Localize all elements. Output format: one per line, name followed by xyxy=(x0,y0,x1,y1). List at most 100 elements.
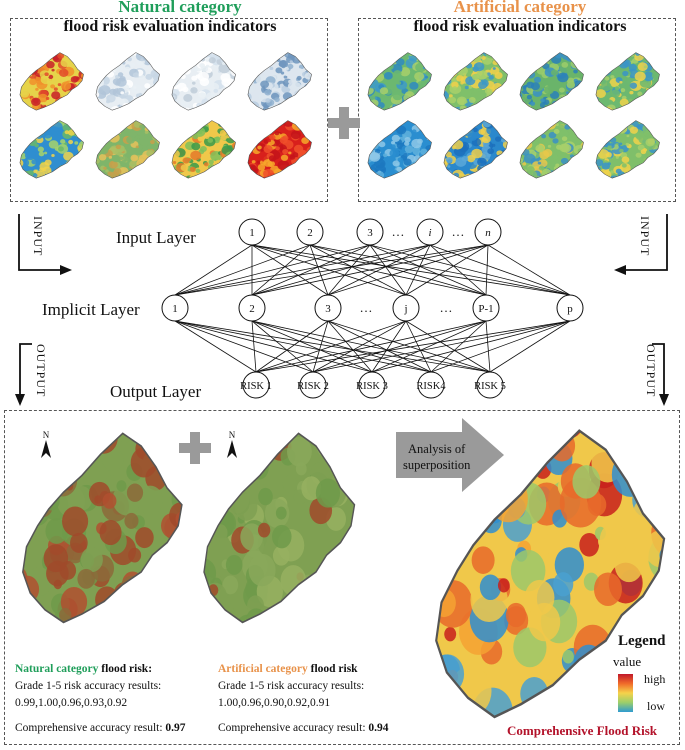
svg-text:RISK 3: RISK 3 xyxy=(356,381,388,392)
natural-accuracy-label: Grade 1-5 risk accuracy results: xyxy=(15,680,162,692)
svg-text:RISK 2: RISK 2 xyxy=(297,381,329,392)
artificial-indicator-map xyxy=(367,52,432,111)
natural-indicator-map xyxy=(171,120,236,179)
artificial-indicator-map xyxy=(595,52,660,111)
artificial-indicator-map xyxy=(443,120,508,179)
natural-comprehensive-accuracy: Comprehensive accuracy result: 0.97 xyxy=(15,722,186,734)
natural-indicator-map xyxy=(171,52,236,111)
output-tag-right: OUTPUT xyxy=(644,344,658,398)
implicit-node: 2 xyxy=(238,294,266,322)
input-node: i xyxy=(416,218,444,246)
superposition-arrow xyxy=(396,418,504,492)
artificial-accuracy-values: 1.00,0.96,0.90,0.92,0.91 xyxy=(218,697,331,709)
natural-indicator-map xyxy=(95,120,160,179)
artificial-indicator-map xyxy=(519,120,584,179)
natural-comp-label: Comprehensive accuracy result: xyxy=(15,722,166,734)
artificial-comp-value: 0.94 xyxy=(368,722,389,734)
input-tag-left: INPUT xyxy=(31,216,45,257)
legend-low: low xyxy=(647,699,665,713)
svg-text:1: 1 xyxy=(172,303,178,315)
ellipsis: … xyxy=(360,300,373,315)
natural-risk-map xyxy=(22,432,183,624)
output-node: RISK 2 xyxy=(297,371,329,399)
arrow-text-line2: superposition xyxy=(403,458,471,472)
artificial-result-title-colored: Artificial category xyxy=(218,663,308,675)
arrow-text-line1: Analysis of xyxy=(408,442,466,456)
input-tag-right: INPUT xyxy=(638,216,652,257)
north-label: N xyxy=(43,430,50,440)
svg-text:3: 3 xyxy=(367,227,373,239)
artificial-risk-map xyxy=(203,432,356,624)
north-arrow-icon: N xyxy=(41,430,51,458)
input-node: 2 xyxy=(296,218,324,246)
svg-text:RISK4: RISK4 xyxy=(416,381,446,392)
artificial-title: Artificial category xyxy=(453,0,587,16)
natural-result-title-colored: Natural category xyxy=(15,663,99,675)
input-layer-label: Input Layer xyxy=(116,228,196,247)
legend-gradient xyxy=(618,674,633,712)
output-tag-left: OUTPUT xyxy=(34,344,48,398)
svg-text:3: 3 xyxy=(325,303,331,315)
neural-network-diagram: 1 2 3 … i … n 1 2 3 … j … P-1 p RISK 1 RISK 2 RISK 3 RISK4… xyxy=(161,218,584,399)
artificial-indicator-map xyxy=(519,52,584,111)
natural-accuracy-values: 0.99,1.00,0.96,0.93,0.92 xyxy=(15,697,128,709)
input-node: 1 xyxy=(238,218,266,246)
svg-text:RISK 5: RISK 5 xyxy=(474,381,506,392)
artificial-indicator-map xyxy=(595,120,660,179)
implicit-node: j xyxy=(392,294,420,322)
natural-comp-value: 0.97 xyxy=(165,722,186,734)
artificial-comp-label: Comprehensive accuracy result: xyxy=(218,722,369,734)
output-node: RISK 5 xyxy=(474,371,506,399)
implicit-node: p xyxy=(556,294,584,322)
implicit-node: 1 xyxy=(161,294,189,322)
comprehensive-flood-risk-title: Comprehensive Flood Risk xyxy=(507,723,657,738)
artificial-indicator-map xyxy=(443,52,508,111)
natural-indicator-map xyxy=(247,120,312,179)
natural-title: Natural category xyxy=(118,0,242,16)
north-label: N xyxy=(229,430,236,440)
output-arrow-right xyxy=(652,343,669,406)
legend-title: Legend xyxy=(618,633,666,649)
input-arrow-right xyxy=(614,214,668,275)
ellipsis: … xyxy=(440,300,453,315)
plus-icon xyxy=(328,107,360,139)
svg-text:p: p xyxy=(567,303,573,315)
svg-text:2: 2 xyxy=(249,303,255,315)
svg-text:n: n xyxy=(485,227,491,239)
svg-text:1: 1 xyxy=(249,227,255,239)
artificial-comprehensive-accuracy: Comprehensive accuracy result: 0.94 xyxy=(218,722,389,734)
svg-text:RISK 1: RISK 1 xyxy=(240,381,272,392)
svg-text:j: j xyxy=(403,303,407,315)
natural-indicator-panel xyxy=(10,18,328,202)
legend-value-label: value xyxy=(613,654,642,669)
output-node: RISK 3 xyxy=(356,371,388,399)
natural-result-title: Natural category flood risk: xyxy=(15,663,152,675)
svg-text:2: 2 xyxy=(307,227,313,239)
ellipsis: … xyxy=(452,224,465,239)
artificial-result-title: Artificial category flood risk xyxy=(218,663,358,675)
north-arrow-icon: N xyxy=(227,430,237,458)
output-layer-label: Output Layer xyxy=(110,382,202,401)
output-node: RISK 1 xyxy=(240,371,272,399)
artificial-accuracy-label: Grade 1-5 risk accuracy results: xyxy=(218,680,365,692)
svg-text:i: i xyxy=(428,227,431,239)
output-node: RISK4 xyxy=(416,371,446,399)
natural-result-title-rest: flood risk: xyxy=(98,663,153,675)
artificial-indicator-panel xyxy=(358,18,676,202)
svg-text:P-1: P-1 xyxy=(478,303,493,315)
natural-indicator-map xyxy=(19,120,84,179)
input-node: 3 xyxy=(356,218,384,246)
results-panel xyxy=(4,410,680,745)
implicit-node: 3 xyxy=(314,294,342,322)
natural-indicator-map xyxy=(95,52,160,111)
artificial-indicator-map xyxy=(367,120,432,179)
legend-high: high xyxy=(644,672,666,686)
plus-icon-bottom xyxy=(179,432,211,464)
input-arrow-left xyxy=(18,214,72,275)
implicit-node: P-1 xyxy=(472,294,500,322)
artificial-result-title-rest: flood risk xyxy=(307,663,358,675)
output-arrow-left xyxy=(15,343,32,406)
ellipsis: … xyxy=(392,224,405,239)
artificial-subtitle: flood risk evaluation indicators xyxy=(413,18,627,35)
implicit-layer-label: Implicit Layer xyxy=(42,300,140,319)
